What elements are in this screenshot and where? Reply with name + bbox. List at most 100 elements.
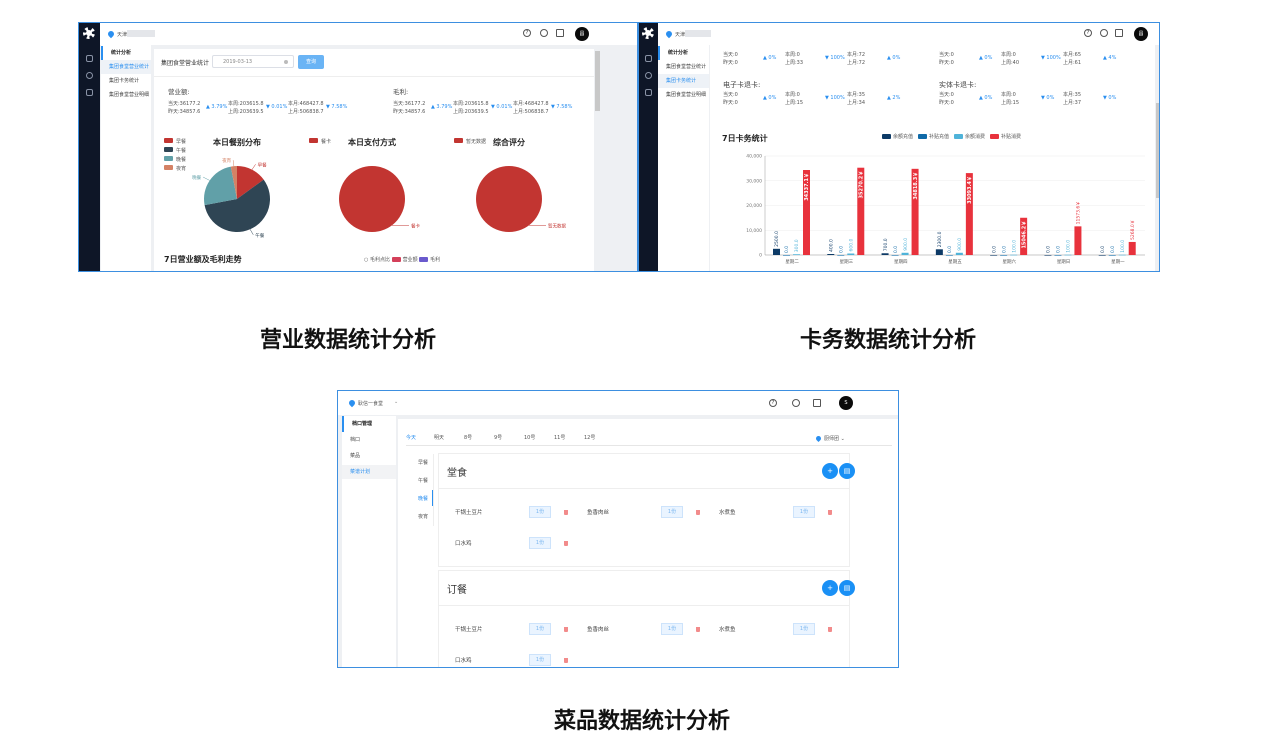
tab-6[interactable]: 12号 xyxy=(584,435,596,441)
trend-title: 7日营业额及毛利走势 xyxy=(164,255,242,264)
avatar[interactable]: 昌 xyxy=(1134,27,1148,41)
document-icon[interactable] xyxy=(556,29,564,37)
legend-swatch xyxy=(164,156,173,161)
sidebar-item-dish[interactable]: 菜品 xyxy=(350,453,361,459)
home-icon[interactable] xyxy=(645,55,652,62)
delete-icon[interactable] xyxy=(564,627,568,632)
quantity-input[interactable]: 1份 xyxy=(529,537,551,549)
sidebar-item-business-stats[interactable]: 集团食堂营业统计 xyxy=(101,60,151,74)
copy-button[interactable]: ▤ xyxy=(839,463,855,479)
bar-data-label: 0.0 xyxy=(1046,246,1052,253)
add-button[interactable]: + xyxy=(822,580,838,596)
add-button[interactable]: + xyxy=(822,463,838,479)
legend-profit[interactable]: 毛利 xyxy=(419,257,440,263)
quantity-input[interactable]: 1份 xyxy=(529,623,551,635)
stat-change: ▼ 7.58% xyxy=(326,104,348,110)
tab-2[interactable]: 8号 xyxy=(464,435,473,441)
stat-current: 本周:0 xyxy=(1001,92,1016,98)
chart-icon[interactable] xyxy=(645,89,652,96)
chef-filter[interactable]: 厨师团 ⌄ xyxy=(824,436,845,442)
legend-label: 余额充值 xyxy=(893,134,914,140)
tab-1[interactable]: 明天 xyxy=(434,435,445,441)
message-icon[interactable] xyxy=(792,399,800,407)
location-pin-icon xyxy=(347,398,357,408)
quantity-input[interactable]: 1份 xyxy=(793,623,815,635)
help-icon[interactable]: ? xyxy=(523,29,531,37)
avatar[interactable]: 昌 xyxy=(575,27,589,41)
sidebar-group-stats[interactable]: 统计分析 xyxy=(101,46,151,60)
quantity-input[interactable]: 1份 xyxy=(661,623,683,635)
scrollbar[interactable] xyxy=(595,51,600,111)
stat-current: 本月:65 xyxy=(1063,52,1082,58)
tab-3[interactable]: 9号 xyxy=(494,435,503,441)
stat-previous: 昨天:0 xyxy=(939,100,954,106)
help-icon[interactable]: ? xyxy=(1084,29,1092,37)
stat-current: 本月:35 xyxy=(847,92,866,98)
delete-icon[interactable] xyxy=(564,510,568,515)
sidebar-group-stall[interactable]: 档口管理 xyxy=(342,416,396,432)
bar xyxy=(881,253,889,255)
sidebar-item-menu-plan[interactable]: 菜谱计划 xyxy=(342,465,396,479)
date-input[interactable]: 2019-03-13 xyxy=(212,55,294,68)
quantity-input[interactable]: 1份 xyxy=(661,506,683,518)
legend-ratio[interactable]: ○ 毛利点比 xyxy=(364,257,390,263)
message-icon[interactable] xyxy=(540,29,548,37)
logo-icon xyxy=(83,27,95,39)
pie-title: 综合评分 xyxy=(493,137,525,147)
meal-tab[interactable]: 晚餐 xyxy=(418,496,429,502)
document-icon[interactable] xyxy=(813,399,821,407)
legend-item[interactable]: 余额消费 xyxy=(954,134,985,140)
help-icon[interactable]: ? xyxy=(769,399,777,407)
sidebar-item-business-detail[interactable]: 集团食堂营业明细 xyxy=(666,92,707,98)
dish-name: 水煮鱼 xyxy=(719,627,736,633)
quantity-input[interactable]: 1份 xyxy=(793,506,815,518)
chevron-down-icon[interactable]: ⌄ xyxy=(394,399,399,405)
scrollbar[interactable] xyxy=(1156,103,1159,198)
location-label[interactable]: 天津 xyxy=(675,32,686,38)
delete-icon[interactable] xyxy=(696,627,700,632)
stat-change: ▲ 0% xyxy=(887,55,901,61)
bar xyxy=(935,249,943,255)
message-icon[interactable] xyxy=(1100,29,1108,37)
settings-icon[interactable] xyxy=(86,72,93,79)
e-card-refund-label: 电子卡退卡: xyxy=(723,81,761,89)
meal-tab[interactable]: 夜宵 xyxy=(418,514,429,520)
sidebar-item-business-detail[interactable]: 集团食堂营业明细 xyxy=(109,92,150,98)
date-value: 2019-03-13 xyxy=(223,59,253,65)
stat-change: ▲ 0% xyxy=(979,55,993,61)
bar xyxy=(901,252,909,255)
home-icon[interactable] xyxy=(86,55,93,62)
canteen-selector[interactable]: 耿信一食堂 xyxy=(358,401,384,407)
tab-5[interactable]: 11号 xyxy=(554,435,566,441)
bar-data-label: 35270.2￥ xyxy=(858,171,864,199)
delete-icon[interactable] xyxy=(828,510,832,515)
query-button[interactable]: 查询 xyxy=(298,55,324,69)
quantity-input[interactable]: 1份 xyxy=(529,506,551,518)
location-label[interactable]: 天津 xyxy=(117,32,128,38)
legend-revenue[interactable]: 营业额 xyxy=(391,257,418,263)
sidebar-group-stats[interactable]: 统计分析 xyxy=(658,46,709,60)
sidebar-item-business-stats[interactable]: 集团食堂营业统计 xyxy=(666,64,707,70)
settings-icon[interactable] xyxy=(645,72,652,79)
document-icon[interactable] xyxy=(1115,29,1123,37)
delete-icon[interactable] xyxy=(696,510,700,515)
avatar[interactable]: S xyxy=(839,396,853,410)
chart-icon[interactable] xyxy=(86,89,93,96)
sidebar-item-card-stats[interactable]: 集团卡务统计 xyxy=(658,74,709,88)
meal-tab[interactable]: 早餐 xyxy=(418,460,429,466)
clear-icon[interactable] xyxy=(284,60,288,64)
legend-item[interactable]: 余额充值 xyxy=(882,134,913,140)
sidebar-item-stall[interactable]: 档口 xyxy=(350,437,361,443)
sidebar-item-card-stats[interactable]: 集团卡务统计 xyxy=(109,78,140,84)
delete-icon[interactable] xyxy=(564,658,568,663)
bar xyxy=(1128,241,1136,255)
meal-tab[interactable]: 午餐 xyxy=(418,478,429,484)
copy-button[interactable]: ▤ xyxy=(839,580,855,596)
delete-icon[interactable] xyxy=(828,627,832,632)
quantity-input[interactable]: 1份 xyxy=(529,654,551,666)
delete-icon[interactable] xyxy=(564,541,568,546)
bar-data-label: 100.0 xyxy=(1120,240,1126,253)
legend-item[interactable]: 补贴充值 xyxy=(918,134,949,140)
tab-4[interactable]: 10号 xyxy=(524,435,536,441)
legend-item[interactable]: 补贴消费 xyxy=(990,134,1021,140)
